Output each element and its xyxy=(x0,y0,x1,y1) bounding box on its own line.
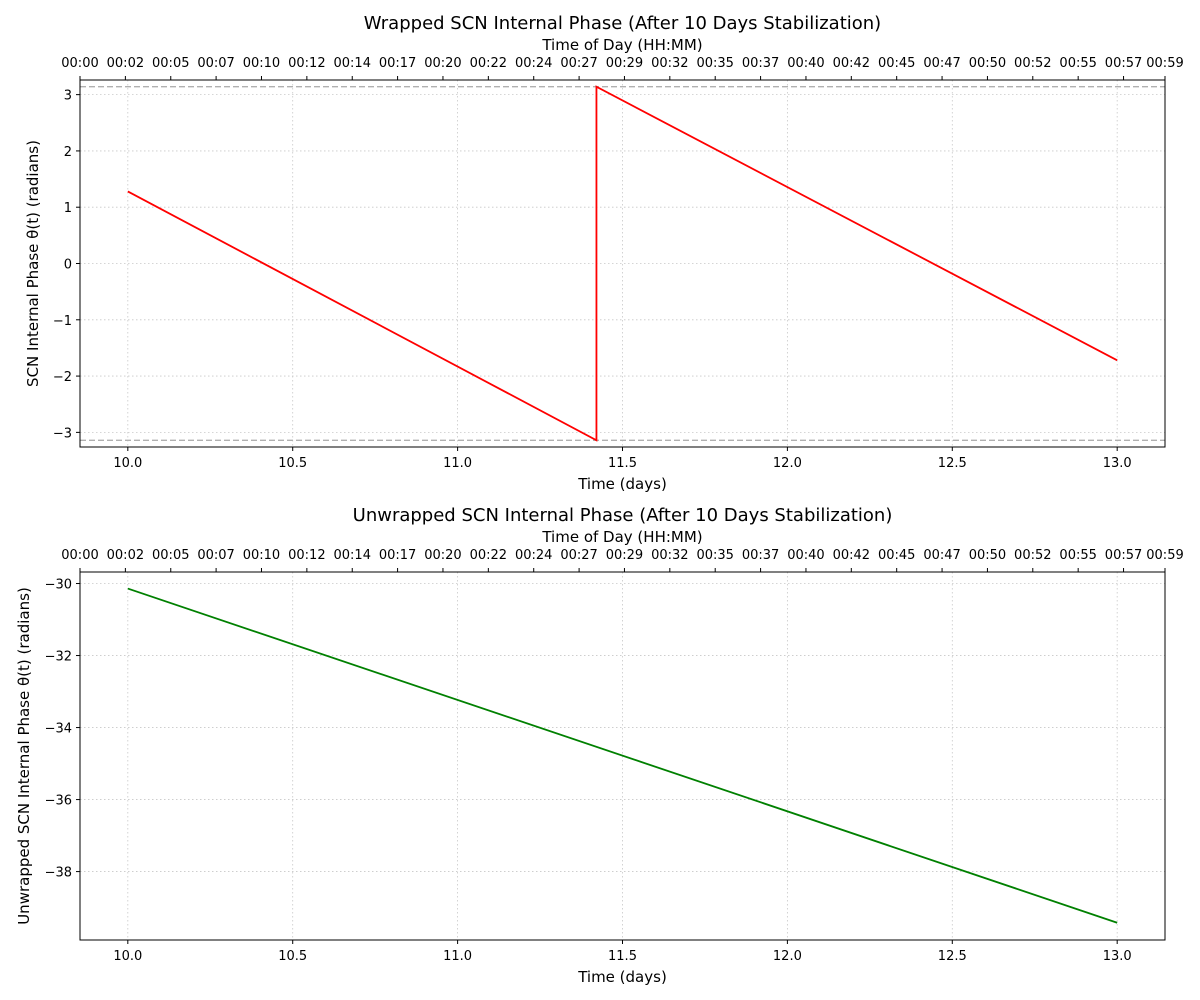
top-tick-label: 00:37 xyxy=(742,548,779,563)
top-tick-label: 00:50 xyxy=(969,56,1006,71)
top-axis-label: Time of Day (HH:MM) xyxy=(541,36,702,54)
chart-title: Unwrapped SCN Internal Phase (After 10 D… xyxy=(353,505,893,526)
y-tick-label: −36 xyxy=(45,794,72,809)
x-tick-label: 13.0 xyxy=(1103,456,1132,471)
top-tick-label: 00:07 xyxy=(197,548,234,563)
top-tick-label: 00:42 xyxy=(833,548,870,563)
top-tick-label: 00:45 xyxy=(878,56,915,71)
y-tick-label: −32 xyxy=(45,650,72,665)
top-tick-label: 00:55 xyxy=(1059,56,1096,71)
top-tick-label: 00:52 xyxy=(1014,56,1051,71)
y-tick-label: −38 xyxy=(45,866,72,881)
top-tick-label: 00:10 xyxy=(243,548,280,563)
top-tick-label: 00:00 xyxy=(61,56,98,71)
y-tick-label: −34 xyxy=(45,722,72,737)
top-tick-label: 00:42 xyxy=(833,56,870,71)
top-tick-label: 00:24 xyxy=(515,56,552,71)
x-tick-label: 13.0 xyxy=(1103,949,1132,964)
top-tick-label: 00:47 xyxy=(923,548,960,563)
top-tick-label: 00:07 xyxy=(197,56,234,71)
top-tick-label: 00:00 xyxy=(61,548,98,563)
x-tick-label: 12.0 xyxy=(773,949,802,964)
top-tick-label: 00:24 xyxy=(515,548,552,563)
x-axis-label: Time (days) xyxy=(577,968,667,986)
top-tick-label: 00:35 xyxy=(696,56,733,71)
top-tick-label: 00:22 xyxy=(470,548,507,563)
top-tick-label: 00:50 xyxy=(969,548,1006,563)
y-tick-label: −30 xyxy=(45,578,72,593)
chart-2: 10.0 10.5 11.0 11.5 12.0 12.5 13.0 −38 −36 −34 −32… xyxy=(15,505,1184,986)
chart-1: 10.0 10.5 11.0 11.5 12.0 12.5 13.0 −3 −2 −1 0 1 2 3 00… xyxy=(24,13,1184,493)
top-tick-label: 00:17 xyxy=(379,56,416,71)
top-tick-label: 00:27 xyxy=(560,56,597,71)
y-tick-label: 3 xyxy=(64,89,72,104)
series-line xyxy=(127,85,1118,442)
top-axis-label: Time of Day (HH:MM) xyxy=(541,528,702,546)
top-tick-label: 00:05 xyxy=(152,56,189,71)
y-tick-label: −1 xyxy=(53,314,72,329)
top-tick-label: 00:10 xyxy=(243,56,280,71)
y-tick-label: 0 xyxy=(64,258,72,273)
x-tick-label: 11.5 xyxy=(608,949,637,964)
x-tick-label: 12.5 xyxy=(938,949,967,964)
top-tick-label: 00:29 xyxy=(606,548,643,563)
chart-title: Wrapped SCN Internal Phase (After 10 Day… xyxy=(364,13,881,34)
top-tick-label: 00:59 xyxy=(1146,548,1183,563)
top-tick-label: 00:22 xyxy=(470,56,507,71)
top-tick-label: 00:12 xyxy=(288,56,325,71)
top-tick-label: 00:14 xyxy=(334,56,371,71)
x-tick-label: 12.5 xyxy=(938,456,967,471)
top-tick-label: 00:02 xyxy=(107,56,144,71)
top-tick-label: 00:47 xyxy=(923,56,960,71)
top-tick-label: 00:59 xyxy=(1146,56,1183,71)
x-tick-label: 11.0 xyxy=(443,456,472,471)
y-axis-label: Unwrapped SCN Internal Phase θ(t) (radia… xyxy=(15,587,33,925)
x-tick-label: 12.0 xyxy=(773,456,802,471)
top-tick-label: 00:32 xyxy=(651,56,688,71)
y-tick-label: 1 xyxy=(64,201,72,216)
top-tick-label: 00:35 xyxy=(696,548,733,563)
series-line xyxy=(127,587,1118,924)
top-tick-label: 00:02 xyxy=(107,548,144,563)
top-tick-label: 00:57 xyxy=(1105,56,1142,71)
x-tick-label: 10.0 xyxy=(113,949,142,964)
top-tick-label: 00:12 xyxy=(288,548,325,563)
top-tick-label: 00:29 xyxy=(606,56,643,71)
x-tick-label: 11.5 xyxy=(608,456,637,471)
x-tick-label: 10.5 xyxy=(278,949,307,964)
top-tick-label: 00:14 xyxy=(334,548,371,563)
top-tick-label: 00:52 xyxy=(1014,548,1051,563)
top-tick-label: 00:27 xyxy=(560,548,597,563)
top-tick-label: 00:05 xyxy=(152,548,189,563)
y-axis-label: SCN Internal Phase θ(t) (radians) xyxy=(24,140,42,387)
top-tick-label: 00:40 xyxy=(787,548,824,563)
y-tick-label: 2 xyxy=(64,145,72,160)
top-tick-label: 00:37 xyxy=(742,56,779,71)
x-axis-label: Time (days) xyxy=(577,475,667,493)
top-tick-label: 00:57 xyxy=(1105,548,1142,563)
top-tick-label: 00:40 xyxy=(787,56,824,71)
top-tick-label: 00:17 xyxy=(379,548,416,563)
top-tick-label: 00:55 xyxy=(1059,548,1096,563)
x-tick-label: 10.5 xyxy=(278,456,307,471)
x-tick-label: 11.0 xyxy=(443,949,472,964)
y-tick-label: −3 xyxy=(53,426,72,441)
top-tick-label: 00:20 xyxy=(424,56,461,71)
top-tick-label: 00:20 xyxy=(424,548,461,563)
x-tick-label: 10.0 xyxy=(113,456,142,471)
y-tick-label: −2 xyxy=(53,370,72,385)
top-tick-label: 00:45 xyxy=(878,548,915,563)
top-tick-label: 00:32 xyxy=(651,548,688,563)
